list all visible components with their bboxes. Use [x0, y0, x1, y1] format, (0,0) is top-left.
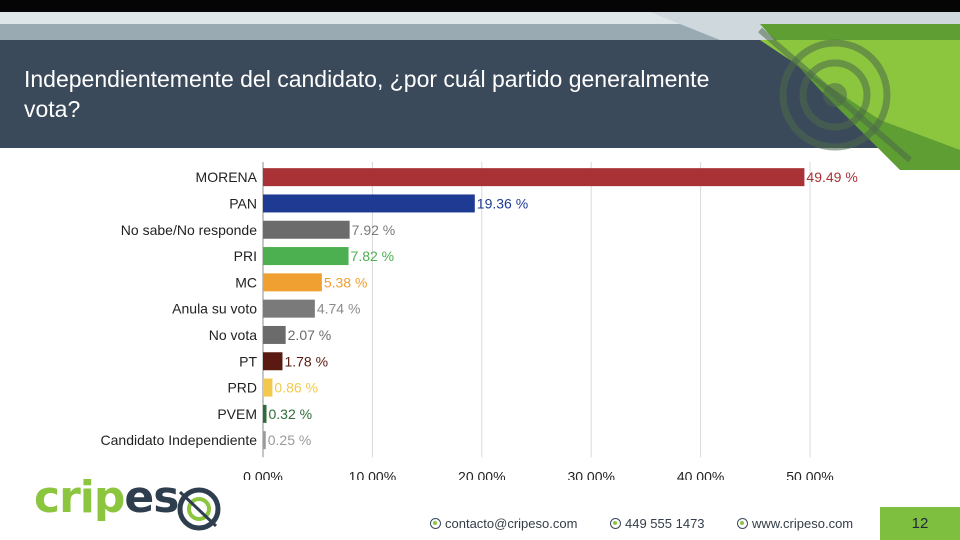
data-label: 7.82 %: [351, 248, 395, 264]
data-label: 2.07 %: [288, 327, 332, 343]
data-label: 0.32 %: [269, 406, 313, 422]
bar-pvem: [263, 404, 267, 423]
category-label: PVEM: [217, 406, 257, 422]
category-label: PT: [239, 353, 257, 369]
cripeso-logo: cripes: [34, 472, 179, 523]
category-label: PAN: [229, 195, 257, 211]
category-label: PRD: [227, 380, 257, 396]
data-label: 5.38 %: [324, 274, 368, 290]
bar-mc: [263, 273, 322, 292]
bar-anula-su-voto: [263, 299, 315, 318]
category-label: No vota: [209, 327, 257, 343]
x-tick-label: 10.00%: [349, 468, 396, 480]
category-label: Anula su voto: [172, 301, 257, 317]
target-decoration: [650, 12, 960, 170]
x-tick-label: 30.00%: [567, 468, 614, 480]
bar-chart: MORENA 49.49 % PAN 19.36 % No sabe/No respon…: [101, 162, 858, 480]
bar-prd: [263, 378, 273, 397]
data-label: 1.78 %: [284, 353, 328, 369]
category-label: Candidato Independiente: [101, 432, 258, 448]
category-label: MORENA: [196, 169, 258, 185]
data-label: 0.86 %: [274, 380, 318, 396]
slide-title: Independientemente del candidato, ¿por c…: [24, 66, 710, 122]
bar-no-sabe-no-responde: [263, 220, 350, 239]
bar-pt: [263, 352, 283, 371]
bar-pri: [263, 247, 349, 266]
footer-phone[interactable]: 449 555 1473: [610, 516, 705, 531]
phone-icon: [610, 518, 621, 529]
x-tick-label: 50.00%: [786, 468, 833, 480]
bar-morena: [263, 168, 805, 187]
top-bar: [0, 0, 960, 12]
category-label: No sabe/No responde: [121, 222, 257, 238]
x-tick-label: 20.00%: [458, 468, 505, 480]
email-icon: [430, 518, 441, 529]
bar-candidato-independiente: [263, 431, 266, 450]
footer-email[interactable]: contacto@cripeso.com: [430, 516, 577, 531]
bar-pan: [263, 194, 475, 213]
web-icon: [737, 518, 748, 529]
data-label: 49.49 %: [806, 169, 857, 185]
data-label: 0.25 %: [268, 432, 312, 448]
target-logo-icon: [177, 487, 221, 531]
category-label: MC: [235, 274, 257, 290]
data-label: 7.92 %: [352, 222, 396, 238]
bar-no-vota: [263, 325, 286, 344]
data-label: 4.74 %: [317, 301, 361, 317]
x-tick-label: 0.00%: [243, 468, 283, 480]
page-number: 12: [880, 507, 960, 540]
category-label: PRI: [234, 248, 257, 264]
footer-website[interactable]: www.cripeso.com: [737, 516, 853, 531]
data-label: 19.36 %: [477, 195, 528, 211]
x-tick-label: 40.00%: [677, 468, 724, 480]
